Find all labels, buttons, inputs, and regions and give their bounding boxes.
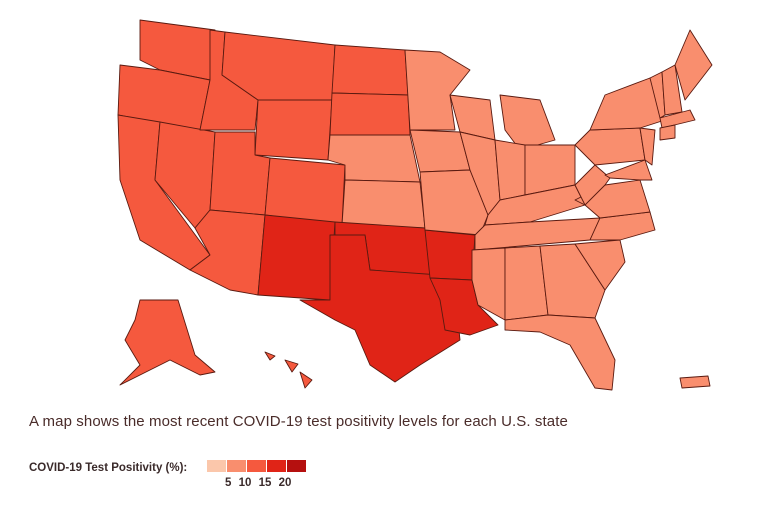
state-missouri[interactable]: [419, 169, 489, 236]
state-west-virginia[interactable]: [574, 164, 611, 206]
legend-ticks: 5 10 15 20: [225, 477, 292, 489]
legend-swatch: [207, 460, 226, 472]
state-new-jersey[interactable]: [639, 127, 656, 166]
state-maine[interactable]: [674, 29, 713, 101]
state-massachusetts[interactable]: [659, 109, 696, 129]
state-new-mexico[interactable]: [257, 214, 336, 301]
state-mississippi[interactable]: [471, 247, 506, 321]
state-georgia[interactable]: [539, 243, 606, 319]
state-maryland[interactable]: [604, 159, 653, 181]
legend-swatch: [267, 460, 286, 472]
legend-swatch: [227, 460, 246, 472]
state-texas[interactable]: [299, 234, 461, 383]
state-connecticut[interactable]: [659, 124, 676, 141]
state-pennsylvania[interactable]: [574, 127, 646, 166]
state-florida[interactable]: [504, 314, 616, 391]
legend-swatch: [287, 460, 306, 472]
legend-title: COVID-19 Test Positivity (%):: [29, 462, 188, 474]
state-michigan[interactable]: [499, 94, 556, 151]
state-south-carolina[interactable]: [574, 239, 626, 291]
state-hawaii[interactable]: [264, 351, 313, 389]
state-south-dakota[interactable]: [329, 92, 411, 136]
state-kansas[interactable]: [341, 179, 426, 229]
state-wyoming[interactable]: [254, 99, 333, 161]
state-colorado[interactable]: [264, 157, 346, 226]
legend-swatches: [207, 460, 307, 472]
state-alaska[interactable]: [119, 299, 216, 386]
state-north-dakota[interactable]: [331, 44, 409, 96]
territory-puerto-rico[interactable]: [679, 375, 711, 389]
state-north-carolina[interactable]: [589, 211, 656, 241]
map-caption: A map shows the most recent COVID-19 tes…: [29, 413, 568, 430]
us-map: [117, 19, 713, 391]
state-arkansas[interactable]: [424, 229, 476, 281]
state-indiana[interactable]: [494, 139, 526, 201]
legend-swatch: [247, 460, 266, 472]
